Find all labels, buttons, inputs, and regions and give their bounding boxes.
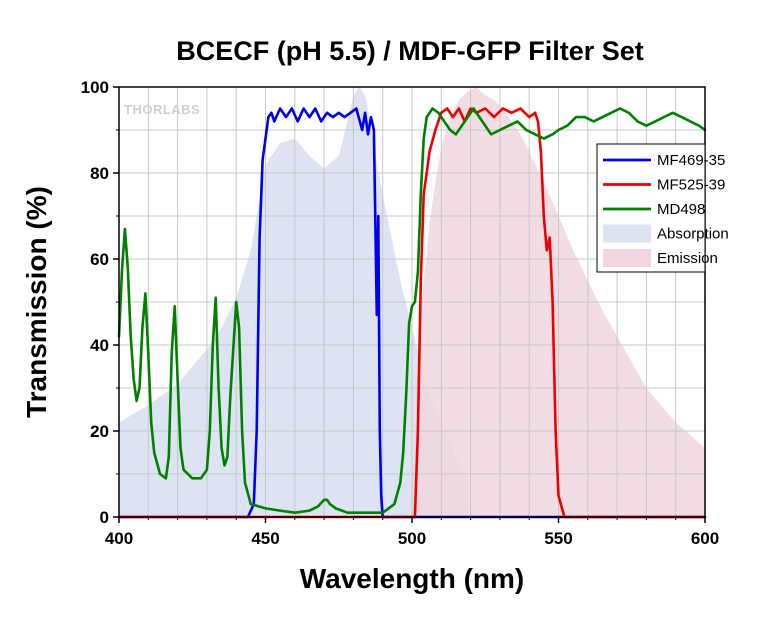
- legend-swatch-emission: [603, 249, 651, 267]
- grid-lines: [119, 87, 705, 517]
- y-tick-label: 20: [90, 422, 109, 441]
- line-series-layer: [117, 107, 707, 519]
- y-axis-title: Transmission (%): [21, 186, 52, 418]
- y-tick-label: 80: [90, 164, 109, 183]
- legend-label: MD498: [657, 201, 705, 218]
- legend-label: MF469-35: [657, 152, 725, 169]
- legend-swatch-absorption: [603, 224, 651, 243]
- axis-ticks: 400 450 500 550 600 0 20 40 60 80 100: [81, 78, 720, 548]
- chart-title: BCECF (pH 5.5) / MDF-GFP Filter Set: [176, 36, 644, 66]
- y-tick-label: 100: [81, 78, 109, 97]
- x-tick-label: 500: [398, 529, 426, 548]
- x-tick-label: 600: [691, 529, 719, 548]
- x-tick-label: 400: [105, 529, 133, 548]
- legend-label: MF525-39: [657, 177, 725, 194]
- series-line-md498: [117, 107, 707, 515]
- series-line-mf469-35: [117, 107, 707, 519]
- y-tick-label: 0: [100, 508, 109, 527]
- x-tick-label: 550: [544, 529, 572, 548]
- legend-label: Emission: [657, 250, 718, 267]
- legend: MF469-35 MF525-39 MD498 Absorption Emission: [596, 143, 729, 273]
- watermark-logo: THORLABS: [124, 102, 200, 117]
- y-tick-label: 60: [90, 250, 109, 269]
- y-tick-label: 40: [90, 336, 109, 355]
- x-axis-title: Wavelength (nm): [300, 563, 525, 594]
- legend-label: Absorption: [657, 226, 729, 243]
- x-tick-label: 450: [251, 529, 279, 548]
- series-line-mf525-39: [117, 107, 707, 519]
